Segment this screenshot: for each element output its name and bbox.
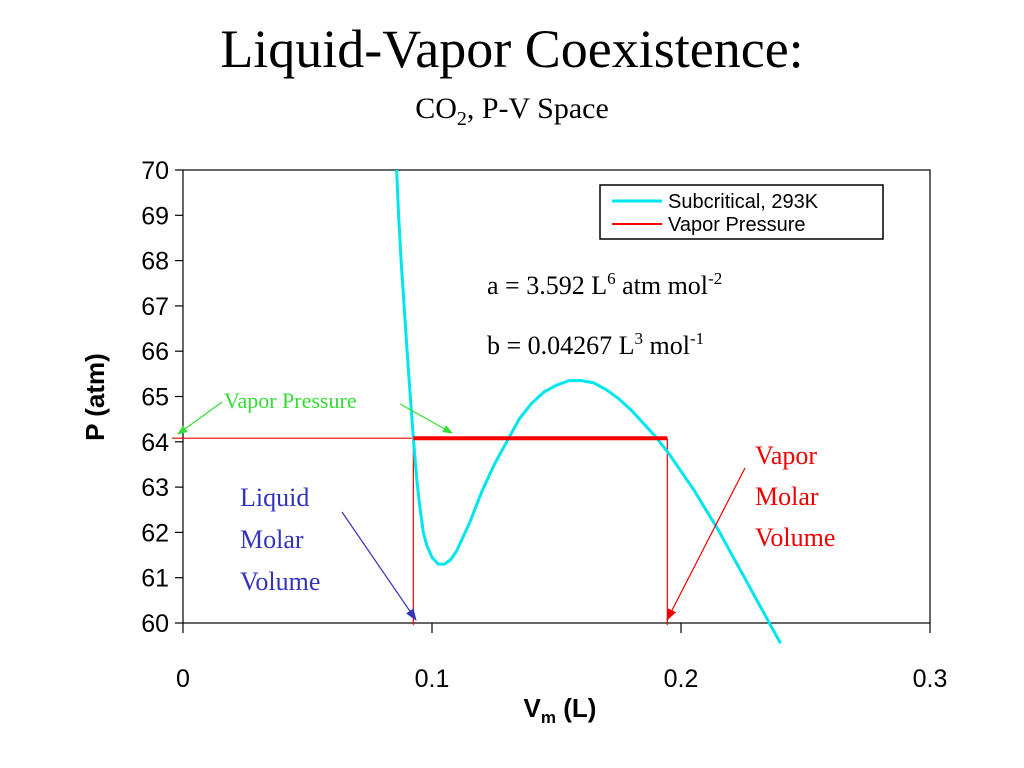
param-a-exp2: -2 [708,269,722,288]
vapor-pressure-arrow-right [399,403,453,434]
liquid-label-line-1: Liquid [240,483,309,512]
liquid-molar-volume-arrow [341,511,417,621]
slide-title: Liquid-Vapor Coexistence: [220,19,804,79]
subtitle-rest: , P-V Space [466,92,609,125]
y-tick-label: 67 [141,293,169,321]
liquid-label-line-3: Volume [240,567,320,596]
liquid-molar-volume-label: Liquid Molar Volume [240,483,320,596]
x-axis-title-main: V [524,693,542,723]
param-a: a = 3.592 L6 atm mol-2 [487,269,722,300]
x-tick-label: 0.2 [664,665,699,693]
x-axis-title-sub: m [541,708,556,727]
vapor-molar-volume-label: Vapor Molar Volume [755,441,835,552]
legend-box [599,184,884,240]
y-tick-label: 66 [141,338,169,366]
vapor-pressure-annotation: Vapor Pressure [224,388,357,413]
x-tick-label: 0.3 [913,665,948,693]
legend-label-vapor-pressure: Vapor Pressure [668,214,805,236]
drop-lines [172,437,668,625]
x-tick-label: 0 [176,665,190,693]
param-b-exp2: -1 [690,329,704,348]
param-b-unit: mol [643,331,690,360]
vapor-molar-volume-arrow [666,467,746,621]
param-b: b = 0.04267 L3 mol-1 [487,329,704,360]
y-tick-label: 69 [141,202,169,230]
subtitle-main: CO [415,92,457,125]
param-b-exp1: 3 [635,329,644,348]
x-axis-title-rest: (L) [556,693,596,723]
y-axis-title: P (atm) [80,353,110,441]
subtitle-subscript: 2 [456,108,467,130]
vapor-label-line-2: Molar [755,482,819,511]
legend-label-subcritical: Subcritical, 293K [668,191,819,213]
series-lines [395,169,782,645]
y-tick-label: 64 [141,429,169,457]
y-tick-label: 60 [141,610,169,638]
vapor-label-line-1: Vapor [755,441,817,470]
y-tick-label: 63 [141,474,169,502]
y-tick-label: 61 [141,565,169,593]
param-b-text: b = 0.04267 L [487,331,635,360]
vapor-pressure-arrow-left [177,401,223,435]
x-axis-title: Vm (L) [524,693,597,727]
y-tick-label: 62 [141,519,169,547]
param-a-text: a = 3.592 L [487,271,607,300]
y-tick-label: 70 [141,157,169,185]
y-tick-label: 68 [141,248,169,276]
param-a-exp1: 6 [607,269,616,288]
y-tick-label: 65 [141,384,169,412]
liquid-label-line-2: Molar [240,525,304,554]
legend: Subcritical, 293K Vapor Pressure [599,184,884,240]
series-subcritical-line [395,169,782,645]
param-a-unit: atm mol [616,271,708,300]
slide-subtitle: CO2, P-V Space [0,92,1024,130]
vapor-label-line-3: Volume [755,523,835,552]
x-tick-label: 0.1 [415,665,450,693]
